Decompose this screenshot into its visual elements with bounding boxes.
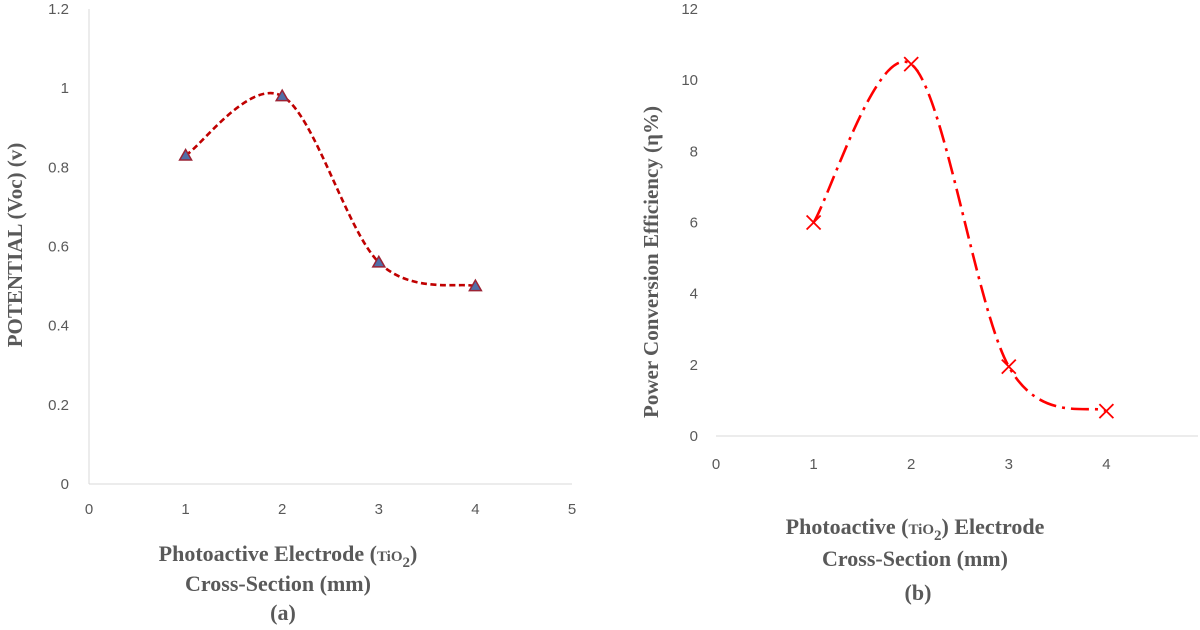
marker-stroke [903,56,919,72]
chart-b-x-tick-labels: 0 1 2 3 4 [712,456,1111,473]
x-tick-label: 4 [471,501,479,518]
chart-a: 0 0.2 0.4 0.6 0.8 1 1.2 0 1 2 3 4 5 POTENTIAL (Voc)… [3,1,576,625]
chart-a-y-tick-labels: 0 0.2 0.4 0.6 0.8 1 1.2 [48,1,69,493]
y-tick-label: 1.2 [48,1,69,18]
chart-b-x-axis-label-line2: Cross-Section (mm) [822,546,1008,571]
y-tick-label: 1 [61,80,69,97]
data-point-marker [1098,403,1115,419]
y-tick-label: 10 [681,72,698,89]
x-tick-label: 3 [375,501,383,518]
data-point-marker [903,56,919,72]
y-tick-label: 12 [681,1,698,18]
x-tick-label: 2 [278,501,286,518]
y-tick-label: 0 [61,476,69,493]
chart-b-markers [805,56,1115,419]
chart-a-panel-label: (a) [270,600,296,625]
data-point-marker [468,278,483,292]
x-tick-label: 1 [809,456,817,473]
y-tick-label: 0.8 [48,159,69,176]
y-tick-label: 8 [690,143,698,160]
x-tick-label: 0 [712,456,720,473]
data-point-marker [1001,358,1017,375]
chart-b-series-line [812,60,1107,413]
chart-b-panel-label: (b) [905,580,932,605]
y-tick-label: 2 [690,357,698,374]
chart-b-y-axis-label: Power Conversion Efficiency (η%) [639,106,663,418]
y-tick-label: 0.4 [48,318,69,335]
chart-a-x-axis-label-line1: Photoactive Electrode (TiO2) [159,541,418,571]
y-tick-label: 0.6 [48,239,69,256]
x-tick-label: 2 [907,456,915,473]
y-tick-label: 6 [690,215,698,232]
x-tick-label: 0 [85,501,93,518]
data-point-marker [805,214,822,231]
chart-b-y-tick-labels: 0 2 4 6 8 10 12 [681,1,698,445]
marker-stroke [1098,403,1115,419]
y-tick-label: 0 [690,428,698,445]
x-tick-label: 3 [1005,456,1013,473]
chart-a-y-axis-label: POTENTIAL (Voc) (v) [3,143,27,348]
chart-a-markers [178,88,483,292]
marker-stroke [1001,358,1017,375]
x-tick-label: 1 [181,501,189,518]
chart-a-x-tick-labels: 0 1 2 3 4 5 [85,501,576,518]
y-tick-label: 0.2 [48,397,69,414]
marker-stroke [805,214,822,231]
data-point-marker [371,254,387,268]
chart-a-series-line [184,92,476,288]
chart-b-x-axis-label-line1: Photoactive (TiO2) Electrode [786,514,1045,544]
data-point-marker [274,88,290,102]
data-point-marker [178,147,193,161]
x-tick-label: 5 [568,501,576,518]
x-tick-label: 4 [1102,456,1110,473]
y-tick-label: 4 [690,286,698,303]
chart-a-x-axis-label-line2: Cross-Section (mm) [185,571,371,596]
